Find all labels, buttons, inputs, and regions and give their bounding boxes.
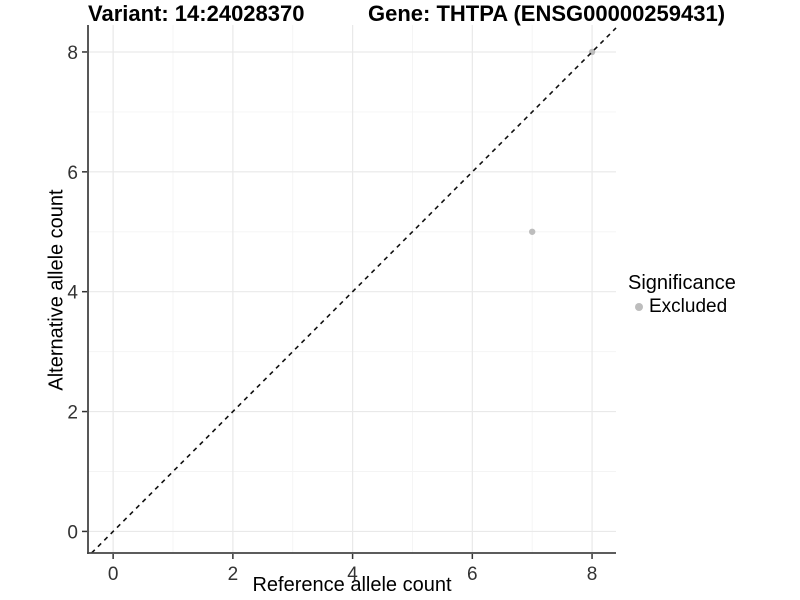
variant-title: Variant: 14:24028370 <box>88 1 305 26</box>
excluded-point-icon <box>635 303 643 311</box>
legend-item-excluded: Excluded <box>628 296 736 318</box>
legend-item-label: Excluded <box>649 296 728 317</box>
y-tick-label: 6 <box>67 163 78 184</box>
y-tick-label: 2 <box>67 403 78 424</box>
data-point <box>528 228 536 235</box>
y-axis-title: Alternative allele count <box>45 189 68 391</box>
identity-dashed-line <box>91 27 617 554</box>
gene-title: Gene: THTPA (ENSG00000259431) <box>368 1 726 26</box>
x-tick-label: 0 <box>108 564 119 585</box>
y-tick-label: 0 <box>67 522 78 543</box>
legend-title: Significance <box>628 272 736 294</box>
x-tick-label: 6 <box>467 564 478 585</box>
x-tick-label: 8 <box>587 564 598 585</box>
y-tick-label: 8 <box>67 43 78 64</box>
x-tick-label: 2 <box>228 564 239 585</box>
y-tick-label: 4 <box>67 283 78 304</box>
x-tick-label: 4 <box>347 564 358 585</box>
legend: Significance Excluded <box>628 271 736 318</box>
x-axis-title: Reference allele count <box>252 574 452 596</box>
